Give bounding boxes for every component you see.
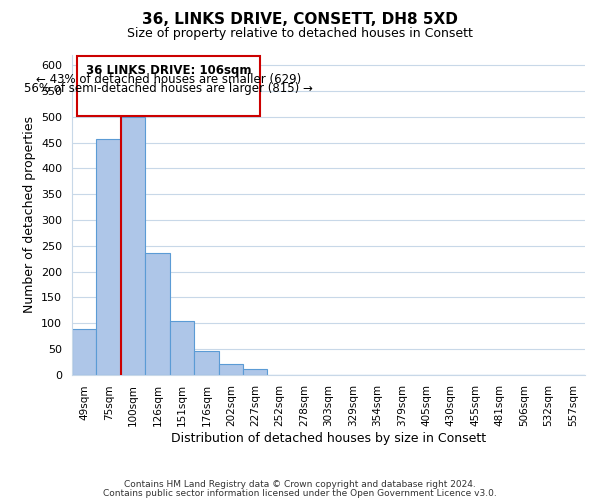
Bar bbox=[145, 254, 170, 374]
Bar bbox=[194, 352, 218, 374]
Text: ← 43% of detached houses are smaller (629): ← 43% of detached houses are smaller (62… bbox=[36, 73, 301, 86]
Text: 36 LINKS DRIVE: 106sqm: 36 LINKS DRIVE: 106sqm bbox=[86, 64, 251, 77]
Bar bbox=[97, 139, 121, 374]
Bar bbox=[218, 364, 243, 374]
Text: 36, LINKS DRIVE, CONSETT, DH8 5XD: 36, LINKS DRIVE, CONSETT, DH8 5XD bbox=[142, 12, 458, 28]
Text: 56% of semi-detached houses are larger (815) →: 56% of semi-detached houses are larger (… bbox=[24, 82, 313, 95]
Text: Size of property relative to detached houses in Consett: Size of property relative to detached ho… bbox=[127, 28, 473, 40]
Bar bbox=[170, 321, 194, 374]
FancyBboxPatch shape bbox=[77, 56, 260, 116]
Y-axis label: Number of detached properties: Number of detached properties bbox=[23, 116, 35, 314]
Bar bbox=[72, 329, 97, 374]
Text: Contains HM Land Registry data © Crown copyright and database right 2024.: Contains HM Land Registry data © Crown c… bbox=[124, 480, 476, 489]
Bar bbox=[243, 370, 268, 374]
Text: Contains public sector information licensed under the Open Government Licence v3: Contains public sector information licen… bbox=[103, 488, 497, 498]
Bar bbox=[121, 117, 145, 374]
X-axis label: Distribution of detached houses by size in Consett: Distribution of detached houses by size … bbox=[171, 432, 486, 445]
